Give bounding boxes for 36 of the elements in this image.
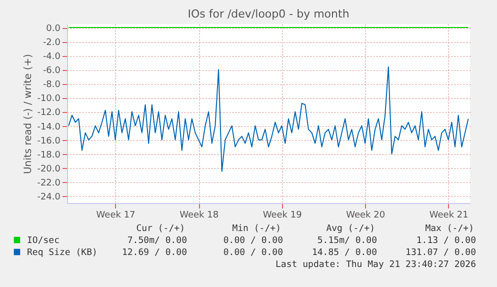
y-tick-label: -18.0 xyxy=(37,150,61,160)
y-tick-label: -2.0 xyxy=(42,38,61,48)
text: 7.50m/ 0.00 xyxy=(127,236,187,246)
text: 14.85 / 0.00 xyxy=(312,248,377,258)
text: 0.00 / 0.00 xyxy=(223,248,283,258)
y-tick-label: -16.0 xyxy=(37,136,61,146)
x-tick-label: Week 17 xyxy=(96,210,136,220)
text: 0.00 / 0.00 xyxy=(223,236,283,246)
text: 5.15m/ 0.00 xyxy=(317,236,377,246)
text: 1.13 / 0.00 xyxy=(416,236,476,246)
y-tick-label: -22.0 xyxy=(37,178,61,188)
text: Max (-/+) xyxy=(425,224,474,234)
y-tick-label: -8.0 xyxy=(42,80,61,90)
x-tick-label: Week 21 xyxy=(429,210,468,220)
y-tick-label: -10.0 xyxy=(37,94,61,104)
x-tick-label: Week 18 xyxy=(180,210,219,220)
y-tick-label: -14.0 xyxy=(37,122,61,132)
y-axis-title: Units read (-) / write (+) xyxy=(23,54,34,174)
chart-title: IOs for /dev/loop0 - by month xyxy=(188,8,350,21)
text: Avg (-/+) xyxy=(326,224,375,234)
y-tick-label: -20.0 xyxy=(37,164,61,174)
text: 131.07 / 0.00 xyxy=(406,248,476,258)
text: 12.69 / 0.00 xyxy=(122,248,187,258)
y-tick-label: -24.0 xyxy=(37,192,61,202)
text: Min (-/+) xyxy=(232,224,281,234)
legend-label: Req Size (KB) xyxy=(27,248,98,258)
legend-label: IO/sec xyxy=(27,236,60,246)
y-tick-label: 0.0 xyxy=(46,24,61,34)
y-tick-label: -12.0 xyxy=(37,108,61,118)
x-tick-label: Week 19 xyxy=(262,210,302,220)
text: Last update: Thu May 21 23:40:27 2026 xyxy=(276,260,476,270)
y-tick-label: -6.0 xyxy=(42,66,61,76)
y-tick-label: -4.0 xyxy=(42,52,61,62)
x-tick-label: Week 20 xyxy=(346,210,386,220)
line-series xyxy=(68,66,469,172)
text: Cur (-/+) xyxy=(136,224,185,234)
